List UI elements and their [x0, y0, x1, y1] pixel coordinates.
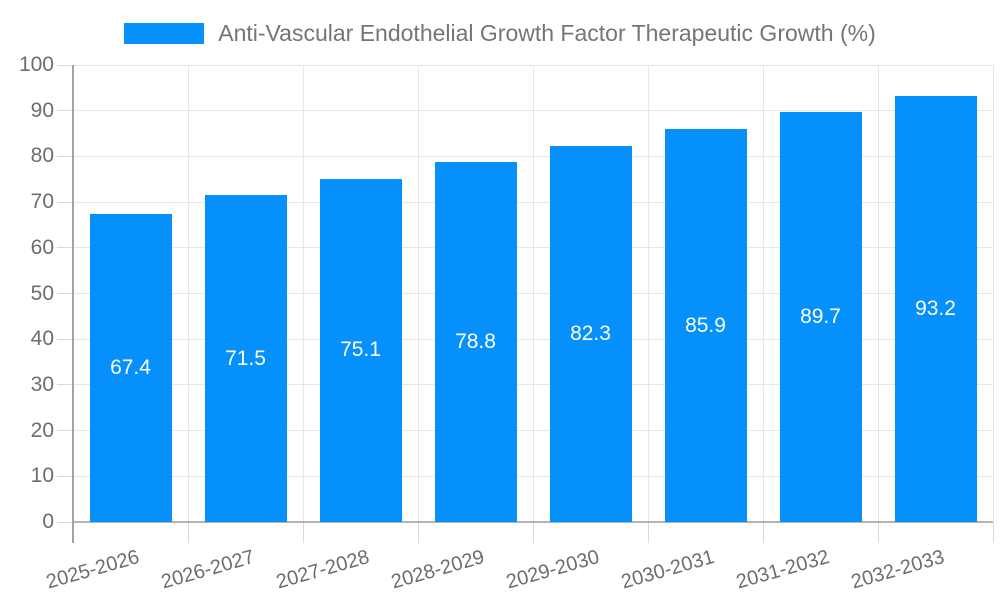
bar-2027-2028	[319, 178, 402, 522]
gridline-vertical	[762, 65, 764, 522]
y-axis-tick-label: 60	[30, 235, 54, 259]
gridline-vertical	[647, 65, 649, 522]
x-axis-tick	[762, 523, 764, 543]
y-axis-tick	[57, 201, 73, 203]
legend-label: Anti-Vascular Endothelial Growth Factor …	[218, 19, 876, 46]
x-axis-category-label: 2025-2026	[43, 545, 142, 594]
gridline-vertical	[877, 65, 879, 522]
x-axis-tick	[532, 523, 534, 543]
y-axis-tick	[57, 521, 73, 523]
x-axis-category-label: 2026-2027	[158, 545, 257, 594]
y-axis-tick-label: 0	[42, 510, 54, 533]
x-axis-tick	[992, 523, 994, 543]
x-axis-category-label: 2031-2032	[733, 545, 832, 594]
y-axis-tick	[57, 384, 73, 386]
gridline-vertical	[532, 65, 534, 522]
bar-2025-2026	[89, 213, 172, 522]
y-axis-tick-label: 40	[30, 327, 54, 351]
gridline-vertical	[992, 65, 994, 522]
x-axis-tick	[647, 523, 649, 543]
bar-2026-2027	[204, 195, 287, 522]
x-axis-category-label: 2029-2030	[503, 545, 602, 594]
x-axis-tick	[187, 523, 189, 543]
x-axis-category-label: 2028-2029	[388, 545, 487, 594]
y-axis-tick-label: 10	[30, 464, 54, 488]
x-axis-tick	[877, 523, 879, 543]
y-axis-line	[72, 65, 74, 543]
bar-2032-2033	[894, 96, 977, 522]
y-axis-tick-label: 70	[30, 190, 54, 214]
x-axis-category-label: 2032-2033	[848, 545, 947, 594]
y-axis-tick	[57, 430, 73, 432]
y-axis-tick-label: 100	[18, 53, 54, 76]
y-axis-tick	[57, 64, 73, 66]
y-axis-tick-label: 80	[30, 144, 54, 168]
x-axis-category-label: 2027-2028	[273, 545, 372, 594]
y-axis-tick	[57, 110, 73, 112]
gridline-vertical	[187, 65, 189, 522]
x-axis-tick	[302, 523, 304, 543]
gridline-vertical	[302, 65, 304, 522]
y-axis-tick-label: 30	[30, 372, 54, 396]
y-axis-tick	[57, 293, 73, 294]
y-axis-tick-label: 50	[30, 281, 54, 305]
y-axis-tick-label: 20	[30, 418, 54, 442]
y-axis-tick	[57, 247, 73, 249]
y-axis-tick	[57, 475, 73, 477]
y-axis-tick	[57, 338, 73, 340]
y-axis-tick-label: 90	[30, 98, 54, 122]
bar-2029-2030	[549, 145, 632, 522]
legend-swatch	[124, 22, 205, 44]
x-axis-tick	[417, 523, 419, 543]
legend[interactable]: Anti-Vascular Endothelial Growth Factor …	[0, 18, 1000, 48]
y-axis-tick	[57, 155, 73, 157]
bar-2030-2031	[664, 129, 747, 522]
gridline-vertical	[417, 65, 419, 522]
x-axis-line	[73, 521, 993, 523]
x-axis-category-label: 2030-2031	[618, 545, 717, 594]
bar-2031-2032	[779, 112, 862, 522]
bar-2028-2029	[434, 161, 517, 522]
